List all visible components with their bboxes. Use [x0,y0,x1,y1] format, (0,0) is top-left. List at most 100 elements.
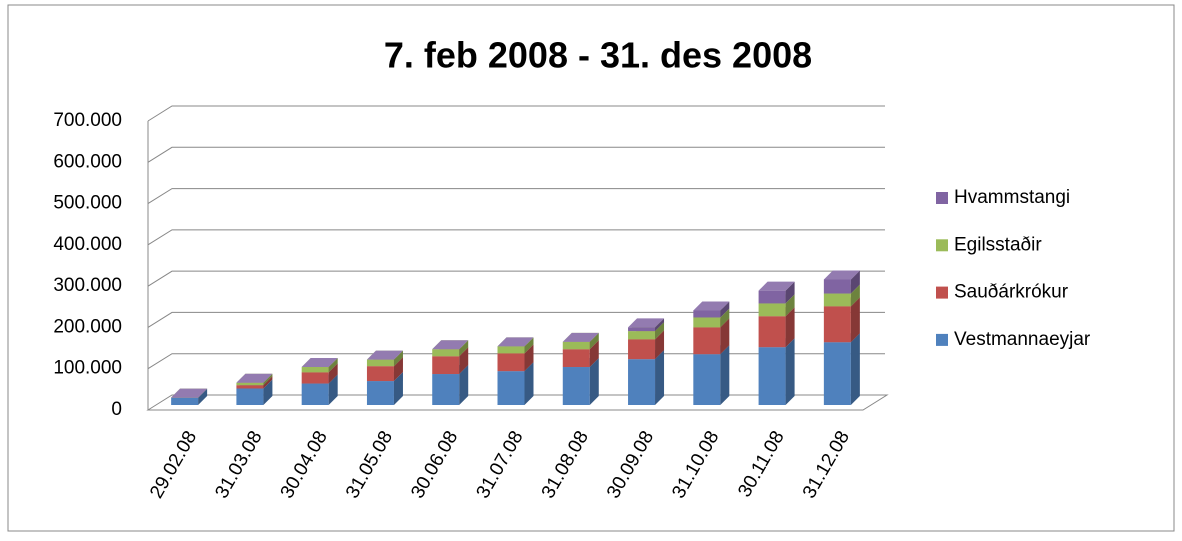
bar-side [459,340,469,357]
bar-side [785,338,795,405]
bar-side [328,358,338,373]
bar-front [693,327,721,355]
chart-border [7,4,1175,532]
bar-front [497,346,525,354]
bar-front [628,359,656,405]
bar-side [785,294,795,317]
bar-segment [366,350,403,360]
bar-side [459,365,469,405]
grid-line [147,146,885,163]
bar-front [497,353,525,372]
y-tick-label: 500.000 [53,193,122,214]
bar-side [589,340,599,368]
grid-line [147,188,885,204]
bar-side [720,318,730,355]
bar-top [236,373,273,383]
bar-segment [823,270,860,294]
bar-side [263,379,273,405]
bar-top [301,358,338,368]
bar-segment [432,340,469,350]
bar-front [628,327,656,332]
bar-side [720,345,730,405]
bar-front [823,279,851,294]
bar-front [628,339,656,360]
bar-front [366,359,394,367]
bar-front [823,293,851,307]
y-tick-label: 700.000 [53,110,122,131]
bar-side [655,330,665,360]
bar-side [850,333,860,405]
bar-side [850,297,860,343]
bar-side [785,307,795,348]
y-tick-label: 600.000 [53,151,122,172]
bar-front [301,372,329,384]
bar-segment [758,338,795,405]
bar-segment [758,281,795,304]
bar-side [393,372,403,405]
bar-segment [628,318,665,332]
bar-front [562,367,590,405]
bar-segment [693,301,730,318]
bar-top [628,318,665,328]
grid-line [147,270,885,287]
legend-label: Hvammstangi [954,187,1070,208]
bar-side [263,376,273,389]
bar-front [628,331,656,340]
bar-side [524,362,534,405]
bar-top [171,388,208,398]
bar-side [850,270,860,294]
bar-side [198,388,208,405]
bar-front [693,310,721,318]
bar-side [589,332,599,350]
y-tick-label: 200.000 [53,316,122,337]
bar-top [432,340,469,350]
bar-front [301,367,329,373]
bar-side [263,373,273,386]
bar-front [432,349,460,357]
y-tick-label: 300.000 [53,275,122,296]
bar-top [823,270,860,280]
bar-front [693,354,721,405]
bar-front [562,341,590,350]
bar-segment [236,373,273,383]
legend-label: Sauðárkrókur [954,282,1069,303]
bar-side [655,350,665,405]
bar-side [524,344,534,372]
bar-segment [562,332,599,342]
y-tick-label: 100.000 [53,358,122,379]
chart-title: 7. feb 2008 - 31. des 2008 [384,35,812,76]
bar-front [432,356,460,375]
bar-side [655,318,665,332]
grid-line [147,105,885,122]
bar-front [693,317,721,328]
legend-label: Vestmannaeyjar [954,329,1091,350]
floor [146,394,889,411]
bar-front [758,303,786,317]
bar-front [758,290,786,304]
bar-front [432,374,460,405]
legend-swatch [936,333,948,346]
legend-swatch [936,192,948,204]
bar-side [328,363,338,384]
y-tick-label: 400.000 [53,234,122,255]
bar-side [524,337,534,354]
bar-side [720,308,730,328]
bar-top [693,301,730,311]
legend-swatch [936,286,948,299]
bar-side [459,347,469,375]
grid-line [147,311,885,328]
bar-top [366,350,403,360]
bar-segment [301,358,338,368]
bar-side [850,284,860,307]
bar-segment [497,337,534,347]
bar-front [758,347,786,405]
bar-front [236,385,264,389]
bar-side [393,350,403,367]
legend-swatch [936,239,948,252]
bar-front [497,371,525,405]
bar-front [236,382,264,386]
bar-front [366,366,394,382]
bar-front [562,349,590,368]
bar-front [236,388,264,405]
